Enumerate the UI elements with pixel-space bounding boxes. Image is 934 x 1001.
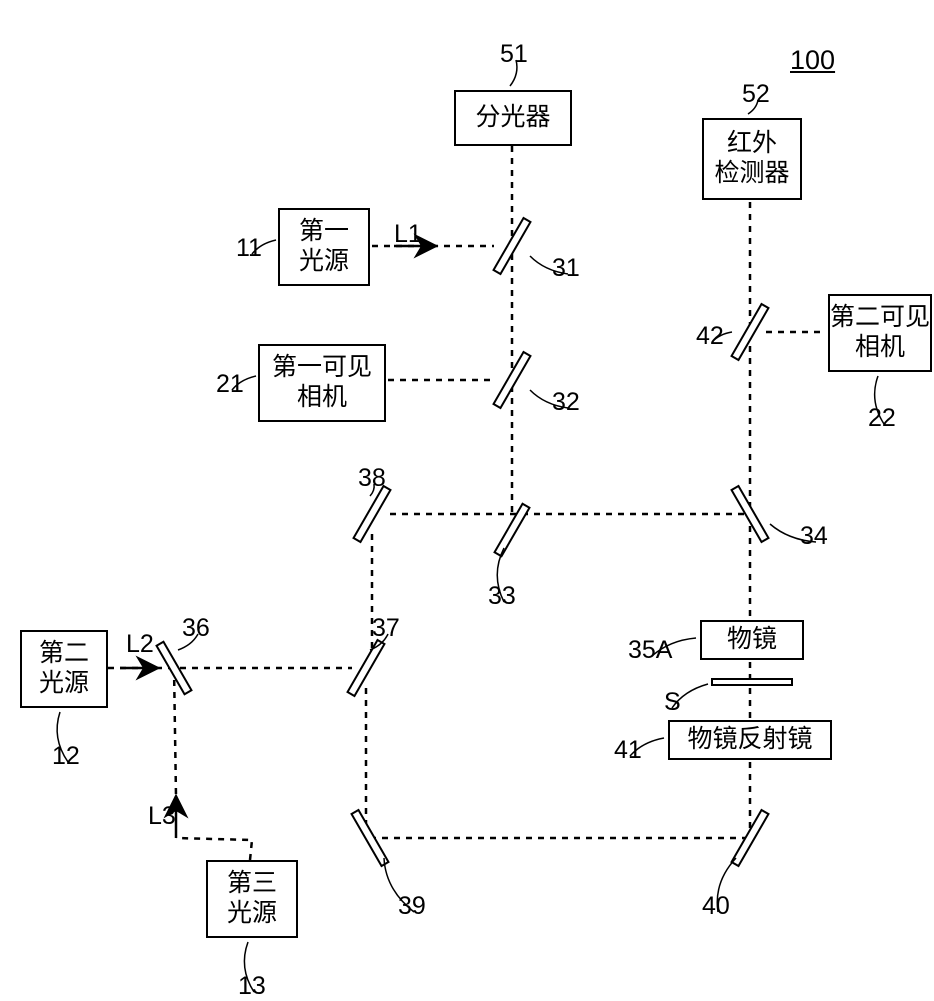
ref-label-l40: 40 bbox=[702, 892, 730, 921]
ref-label-l38: 38 bbox=[358, 464, 386, 493]
box-objMirror: 物镜反射镜 bbox=[668, 720, 832, 760]
ref-label-l21: 21 bbox=[216, 370, 244, 399]
ref-label-l34: 34 bbox=[800, 522, 828, 551]
mirror-m34 bbox=[732, 486, 769, 542]
mirror-m39 bbox=[352, 810, 389, 866]
mirror-m37 bbox=[348, 640, 385, 696]
ref-label-l42: 42 bbox=[696, 322, 724, 351]
box-src1: 第一光源 bbox=[278, 208, 370, 286]
box-cam2: 第二可见相机 bbox=[828, 294, 932, 372]
ref-label-l31: 31 bbox=[552, 254, 580, 283]
box-irDetector: 红外检测器 bbox=[702, 118, 802, 200]
mirror-m40 bbox=[732, 810, 769, 866]
ref-label-l32: 32 bbox=[552, 388, 580, 417]
box-src2: 第二光源 bbox=[20, 630, 108, 708]
ref-label-lL2: L2 bbox=[126, 630, 154, 659]
ref-label-l35A: 35A bbox=[628, 636, 672, 665]
mirror-m33 bbox=[495, 504, 530, 556]
ref-label-l36: 36 bbox=[182, 614, 210, 643]
ref-label-l52: 52 bbox=[742, 80, 770, 109]
ref-label-l39: 39 bbox=[398, 892, 426, 921]
box-cam1: 第一可见相机 bbox=[258, 344, 386, 422]
ref-label-l37: 37 bbox=[372, 614, 400, 643]
ref-label-l41: 41 bbox=[614, 736, 642, 765]
figure-id-label: 100 bbox=[790, 45, 835, 76]
mirror-m38 bbox=[354, 486, 391, 542]
box-splitter: 分光器 bbox=[454, 90, 572, 146]
ref-label-l51: 51 bbox=[500, 40, 528, 69]
ref-label-lL3: L3 bbox=[148, 802, 176, 831]
ref-label-lL1: L1 bbox=[394, 220, 422, 249]
mirror-m36 bbox=[157, 642, 192, 694]
mirror-m31 bbox=[494, 218, 531, 274]
ref-label-l33: 33 bbox=[488, 582, 516, 611]
box-src3: 第三光源 bbox=[206, 860, 298, 938]
ref-label-l13: 13 bbox=[238, 972, 266, 1001]
ref-label-l11: 11 bbox=[236, 234, 262, 263]
box-objLens: 物镜 bbox=[700, 620, 804, 660]
ref-label-l12: 12 bbox=[52, 742, 80, 771]
mirror-m32 bbox=[494, 352, 531, 408]
mirror-m42 bbox=[732, 304, 769, 360]
ref-label-l22: 22 bbox=[868, 404, 896, 433]
ref-label-lS: S bbox=[664, 688, 681, 717]
